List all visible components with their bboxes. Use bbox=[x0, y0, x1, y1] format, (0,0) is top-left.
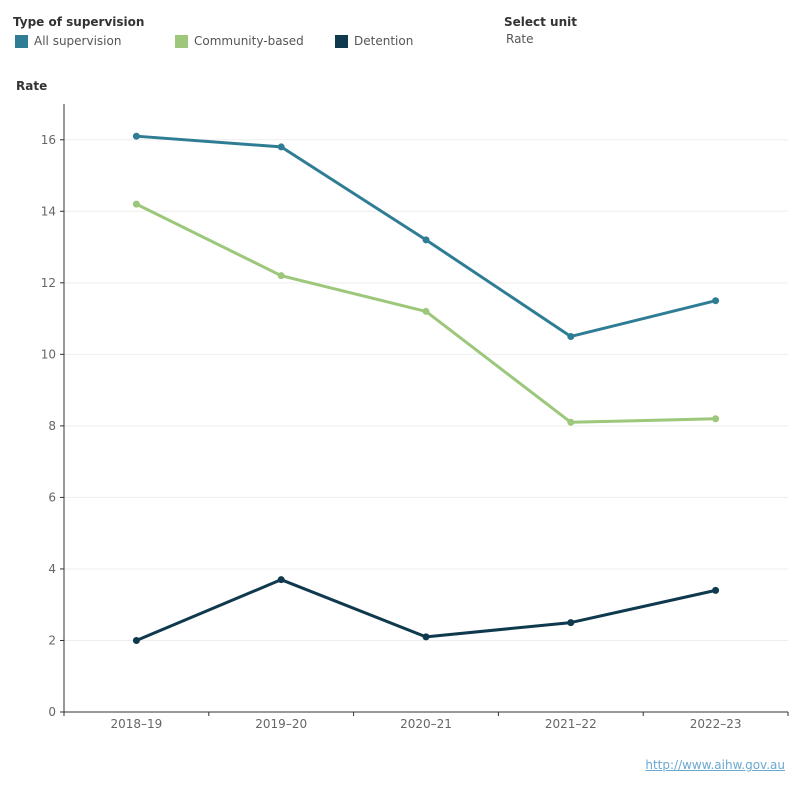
data-point-all-supervision-2 bbox=[422, 236, 430, 244]
legend-item-all-supervision[interactable]: All supervision bbox=[15, 33, 121, 49]
data-point-all-supervision-4 bbox=[712, 297, 720, 305]
x-tick-label-1: 2019–20 bbox=[255, 717, 307, 731]
legend-item-detention[interactable]: Detention bbox=[335, 33, 413, 49]
y-axis-title: Rate bbox=[16, 79, 48, 93]
y-tick-label-16: 16 bbox=[41, 133, 56, 147]
x-tick-label-3: 2021–22 bbox=[545, 717, 597, 731]
legend-item-community-based[interactable]: Community-based bbox=[175, 33, 304, 49]
x-tick-label-2: 2020–21 bbox=[400, 717, 452, 731]
legend-label-community-based: Community-based bbox=[194, 34, 304, 48]
data-point-detention-0 bbox=[132, 636, 140, 644]
legend-swatch-community-based bbox=[175, 34, 188, 48]
legend-label-detention: Detention bbox=[354, 34, 414, 48]
y-tick-label-14: 14 bbox=[41, 204, 56, 218]
legend-label-all-supervision: All supervision bbox=[34, 34, 122, 48]
y-tick-label-10: 10 bbox=[41, 347, 56, 361]
y-tick-label-6: 6 bbox=[48, 490, 56, 504]
data-point-community-based-1 bbox=[277, 272, 285, 280]
data-point-detention-3 bbox=[567, 619, 575, 627]
data-point-community-based-3 bbox=[567, 418, 575, 426]
legend-title: Type of supervision bbox=[13, 15, 145, 29]
y-tick-label-12: 12 bbox=[41, 276, 56, 290]
x-tick-label-4: 2022–23 bbox=[690, 717, 742, 731]
data-point-detention-4 bbox=[712, 586, 720, 594]
unit-selector-title: Select unit bbox=[504, 15, 577, 29]
y-tick-label-0: 0 bbox=[48, 705, 56, 719]
series-line-all-supervision bbox=[134, 134, 718, 338]
source-link[interactable]: http://www.aihw.gov.au bbox=[645, 758, 785, 772]
series-line-detention bbox=[134, 578, 718, 642]
data-point-all-supervision-0 bbox=[132, 132, 140, 140]
y-tick-label-2: 2 bbox=[48, 633, 56, 647]
unit-selector-dropdown[interactable]: Rate bbox=[506, 32, 534, 46]
data-point-detention-1 bbox=[277, 576, 285, 584]
data-point-community-based-0 bbox=[132, 200, 140, 208]
x-tick-label-0: 2018–19 bbox=[110, 717, 162, 731]
data-point-community-based-4 bbox=[712, 415, 720, 423]
data-point-detention-2 bbox=[422, 633, 430, 641]
data-point-all-supervision-3 bbox=[567, 332, 575, 340]
data-point-community-based-2 bbox=[422, 307, 430, 315]
legend-swatch-detention bbox=[335, 34, 348, 48]
y-tick-label-4: 4 bbox=[48, 562, 56, 576]
legend-swatch-all-supervision bbox=[15, 34, 28, 48]
y-tick-label-8: 8 bbox=[48, 419, 56, 433]
data-point-all-supervision-1 bbox=[277, 143, 285, 151]
